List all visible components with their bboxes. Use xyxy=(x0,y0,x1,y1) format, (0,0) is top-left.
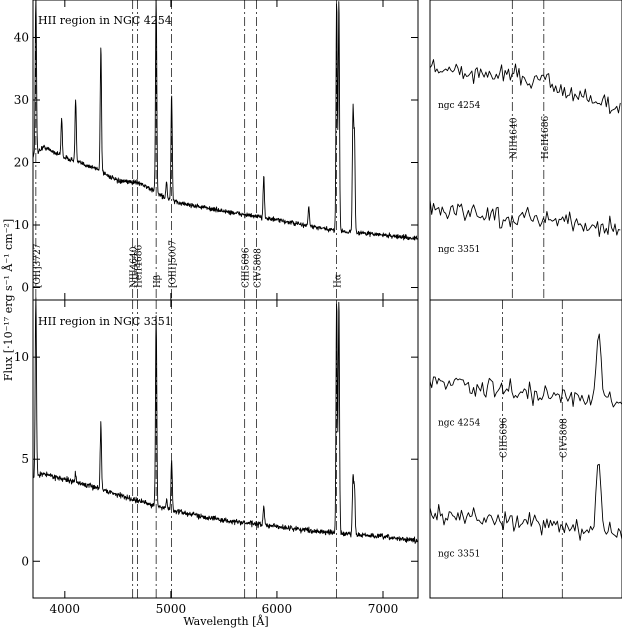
axis-ticks: 4000 5000 6000 7000 0 5 10 xyxy=(14,300,418,616)
spectrum-line-ngc3351 xyxy=(32,297,419,544)
plot-frame xyxy=(429,299,622,599)
axis-ticks: 0 10 20 30 40 xyxy=(14,0,418,300)
spectral-line-label: NIII4640 xyxy=(130,246,140,288)
reference-lines xyxy=(132,300,338,598)
series-label: ngc 4254 xyxy=(438,418,481,428)
y-tick-label: 10 xyxy=(14,218,29,232)
spectral-line-label: Hβ xyxy=(153,275,163,288)
panel-title: HII region in NGC 3351 xyxy=(38,315,172,328)
x-tick-label: 5000 xyxy=(156,602,187,616)
series-labels: NIII4640 HeII4686 ngc 4254 ngc 3351 xyxy=(438,101,551,255)
panel-top-right: NIII4640 HeII4686 ngc 4254 ngc 3351 xyxy=(429,0,622,301)
spectral-line-label: NIII4640 xyxy=(509,117,519,159)
reference-lines xyxy=(511,0,545,300)
x-tick-label: 4000 xyxy=(50,602,81,616)
panel-title: HII region in NGC 4254 xyxy=(38,14,172,27)
spectral-line-label: Hα xyxy=(334,274,344,288)
plot-frame xyxy=(429,0,622,301)
spectral-line-label: HeII4686 xyxy=(135,245,145,288)
y-axis-label: Flux [·10⁻¹⁷ erg s⁻¹ Å⁻¹ cm⁻²] xyxy=(1,219,15,381)
spectral-line-label: CIII5696 xyxy=(500,417,510,458)
spectral-line-label: CIII5696 xyxy=(242,247,252,288)
y-tick-label: 0 xyxy=(21,281,29,295)
reference-lines xyxy=(35,0,338,300)
spectral-line-label: [OII]3727 xyxy=(33,243,43,288)
zoom-spectrum-ngc4254 xyxy=(429,59,621,115)
y-tick-label: 0 xyxy=(21,554,29,568)
zoom-spectrum-ngc3351 xyxy=(429,463,622,541)
plot-frame xyxy=(32,0,419,301)
y-tick-label: 10 xyxy=(14,350,29,364)
series-labels: CIII5696 CIV5808 ngc 4254 ngc 3351 xyxy=(438,417,569,559)
reference-lines xyxy=(502,300,563,598)
zoom-spectrum-ngc4254 xyxy=(429,333,622,408)
x-axis-label: Wavelength [Å] xyxy=(183,614,268,628)
panel-bottom-right: CIII5696 CIV5808 ngc 4254 ngc 3351 xyxy=(429,299,622,599)
spectral-line-label: HeII4686 xyxy=(541,116,551,159)
spectral-line-label: CIV5808 xyxy=(254,248,264,288)
y-tick-label: 20 xyxy=(14,156,29,170)
spectrum-line-ngc4254 xyxy=(32,0,419,241)
y-tick-label: 5 xyxy=(21,452,29,466)
x-tick-label: 7000 xyxy=(368,602,399,616)
series-label: ngc 3351 xyxy=(438,245,480,255)
zoom-spectrum-ngc3351 xyxy=(429,199,621,237)
plot-frame xyxy=(32,299,419,599)
series-label: ngc 3351 xyxy=(438,550,480,560)
panel-bottom-left: 4000 5000 6000 7000 0 5 10 HII region in NGC 3… xyxy=(14,297,419,616)
series-label: ngc 4254 xyxy=(438,101,481,111)
spectral-line-label: [OIII]5007 xyxy=(169,240,179,288)
y-tick-label: 40 xyxy=(14,31,29,45)
spectral-line-label: CIV5808 xyxy=(559,418,569,458)
y-tick-label: 30 xyxy=(14,93,29,107)
x-tick-label: 6000 xyxy=(262,602,293,616)
